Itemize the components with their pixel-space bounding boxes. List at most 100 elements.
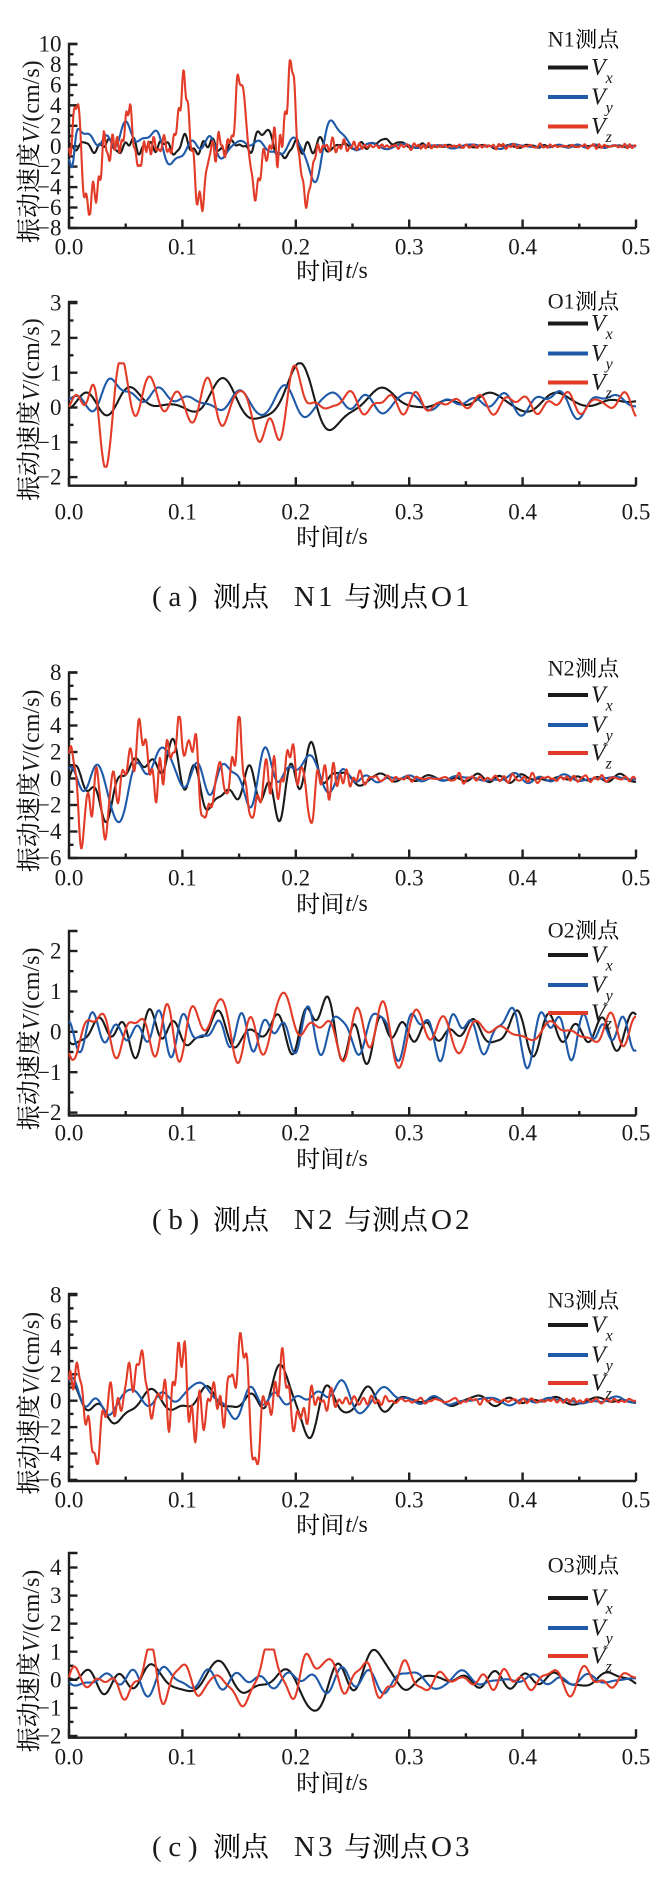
svg-text:1: 1 (50, 979, 62, 1004)
svg-text:2: 2 (50, 326, 62, 351)
svg-text:0.0: 0.0 (55, 1745, 84, 1770)
svg-text:0.3: 0.3 (395, 1488, 424, 1513)
svg-text:(b): (b) (152, 1204, 206, 1236)
svg-text:0.5: 0.5 (622, 1745, 651, 1770)
svg-text:0.0: 0.0 (55, 500, 84, 525)
svg-text:Vz: Vz (591, 114, 613, 146)
svg-text:0.2: 0.2 (281, 1121, 310, 1146)
svg-text:0.4: 0.4 (508, 1745, 537, 1770)
svg-text:0.5: 0.5 (622, 1488, 651, 1513)
svg-text:0.3: 0.3 (395, 1121, 424, 1146)
svg-text:Vy: Vy (591, 713, 614, 745)
svg-text:3: 3 (50, 291, 62, 316)
svg-text:3: 3 (50, 1583, 62, 1608)
svg-text:0: 0 (50, 134, 62, 159)
svg-text:6: 6 (50, 687, 62, 712)
svg-text:N2: N2 (294, 1204, 335, 1236)
svg-text:0.1: 0.1 (168, 235, 197, 260)
svg-text:8: 8 (50, 1283, 62, 1308)
svg-text:−2: −2 (37, 793, 61, 818)
svg-text:t/s: t/s (345, 258, 368, 284)
svg-text:6: 6 (50, 1309, 62, 1334)
svg-text:2: 2 (50, 1611, 62, 1636)
svg-text:Vx: Vx (591, 55, 613, 87)
svg-text:O2: O2 (431, 1204, 472, 1236)
svg-text:t/s: t/s (345, 1146, 368, 1172)
svg-text:4: 4 (50, 1555, 62, 1580)
svg-text:0.4: 0.4 (508, 866, 537, 891)
svg-text:0: 0 (50, 1667, 62, 1692)
svg-text:Vz: Vz (591, 370, 613, 402)
svg-text:1: 1 (50, 1639, 62, 1664)
svg-text:0.2: 0.2 (281, 1488, 310, 1513)
svg-text:Vx: Vx (591, 1586, 613, 1618)
svg-text:0.0: 0.0 (55, 1121, 84, 1146)
svg-text:Vy: Vy (591, 1616, 614, 1648)
svg-text:1: 1 (50, 360, 62, 385)
svg-text:0.1: 0.1 (168, 1488, 197, 1513)
svg-text:0.4: 0.4 (508, 1488, 537, 1513)
svg-text:0.0: 0.0 (55, 1488, 84, 1513)
svg-text:0.4: 0.4 (508, 235, 537, 260)
svg-text:V/(cm/s): V/(cm/s) (19, 690, 45, 773)
svg-text:−2: −2 (37, 1724, 61, 1749)
svg-text:t/s: t/s (345, 1770, 368, 1796)
svg-text:0.3: 0.3 (395, 500, 424, 525)
svg-text:10: 10 (39, 32, 62, 57)
svg-text:4: 4 (50, 713, 62, 738)
svg-text:N3: N3 (294, 1831, 335, 1863)
svg-text:0.4: 0.4 (508, 500, 537, 525)
svg-text:Vx: Vx (591, 683, 613, 715)
svg-text:8: 8 (50, 52, 62, 77)
svg-text:0.5: 0.5 (622, 1121, 651, 1146)
svg-text:2: 2 (50, 113, 62, 138)
svg-text:0.1: 0.1 (168, 866, 197, 891)
svg-text:−6: −6 (37, 1468, 61, 1493)
svg-text:4: 4 (50, 1336, 62, 1361)
svg-text:2: 2 (50, 939, 62, 964)
svg-text:(a): (a) (152, 581, 204, 613)
svg-text:Vz: Vz (591, 741, 613, 773)
svg-text:0.1: 0.1 (168, 500, 197, 525)
svg-text:0.2: 0.2 (281, 500, 310, 525)
svg-text:−2: −2 (37, 1415, 61, 1440)
svg-text:0.3: 0.3 (395, 1745, 424, 1770)
svg-text:0: 0 (50, 1388, 62, 1413)
svg-text:Vx: Vx (591, 943, 613, 975)
svg-text:−2: −2 (37, 1100, 61, 1125)
svg-text:4: 4 (50, 93, 62, 118)
svg-text:0.1: 0.1 (168, 1745, 197, 1770)
svg-text:6: 6 (50, 73, 62, 98)
svg-text:N3: N3 (548, 1287, 575, 1312)
svg-text:0: 0 (50, 766, 62, 791)
svg-text:V/(cm/s): V/(cm/s) (19, 60, 45, 143)
svg-text:Vx: Vx (591, 1313, 613, 1345)
svg-text:Vz: Vz (591, 1371, 613, 1403)
svg-text:Vz: Vz (591, 1644, 613, 1676)
svg-text:N1: N1 (294, 581, 335, 613)
svg-text:0.2: 0.2 (281, 235, 310, 260)
svg-text:O2: O2 (548, 917, 575, 942)
svg-text:−2: −2 (37, 154, 61, 179)
svg-text:2: 2 (50, 1362, 62, 1387)
svg-text:O3: O3 (548, 1552, 575, 1577)
svg-text:−2: −2 (37, 465, 61, 490)
svg-text:0.5: 0.5 (622, 866, 651, 891)
svg-text:−8: −8 (37, 216, 61, 241)
svg-text:−4: −4 (37, 175, 62, 200)
svg-text:−6: −6 (37, 846, 61, 871)
svg-text:8: 8 (50, 660, 62, 685)
svg-text:t/s: t/s (345, 524, 368, 550)
svg-text:O1: O1 (431, 581, 472, 613)
svg-text:Vy: Vy (591, 85, 614, 117)
svg-text:0.5: 0.5 (622, 235, 651, 260)
svg-text:V/(cm/s): V/(cm/s) (19, 1312, 45, 1395)
svg-text:Vx: Vx (591, 311, 613, 343)
svg-text:2: 2 (50, 740, 62, 765)
svg-text:O1: O1 (548, 288, 575, 313)
svg-text:(c): (c) (152, 1831, 204, 1863)
svg-text:−4: −4 (37, 819, 62, 844)
svg-text:0: 0 (50, 1019, 62, 1044)
svg-text:V/(cm/s): V/(cm/s) (19, 1570, 45, 1653)
svg-text:N2: N2 (548, 655, 575, 680)
